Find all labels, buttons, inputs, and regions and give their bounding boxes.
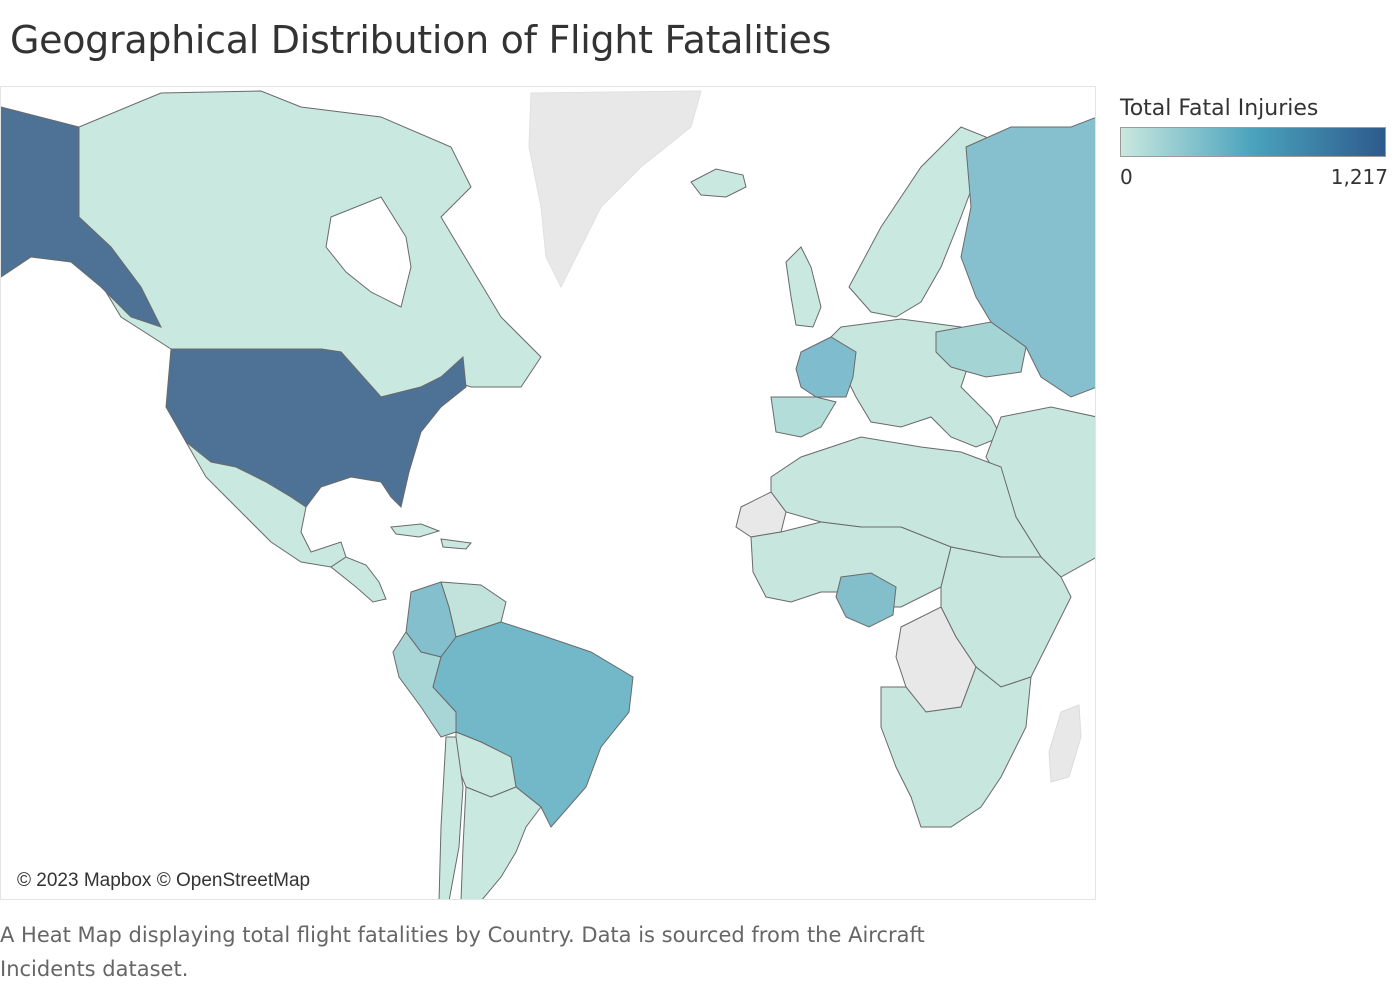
- region-argentina[interactable]: [460, 786, 542, 900]
- heat-map[interactable]: © 2023 Mapbox © OpenStreetMap: [0, 86, 1096, 900]
- region-caribbean[interactable]: [390, 523, 472, 550]
- map-canvas[interactable]: [1, 87, 1096, 900]
- legend-max-label: 1,217: [1330, 165, 1388, 189]
- legend-min-label: 0: [1120, 165, 1133, 189]
- region-chile[interactable]: [438, 736, 464, 900]
- region-iceland[interactable]: [690, 168, 747, 198]
- region-canada[interactable]: [78, 90, 542, 398]
- map-attribution[interactable]: © 2023 Mapbox © OpenStreetMap: [9, 868, 319, 894]
- region-mexico[interactable]: [185, 441, 347, 568]
- region-uk[interactable]: [785, 246, 822, 328]
- region-nigeria[interactable]: [835, 572, 897, 628]
- map-caption: A Heat Map displaying total flight fatal…: [0, 923, 925, 981]
- region-greenland[interactable]: [528, 90, 702, 289]
- region-central-america[interactable]: [330, 556, 387, 603]
- region-russia[interactable]: [960, 117, 1096, 398]
- region-spain[interactable]: [770, 396, 837, 438]
- page-title: Geographical Distribution of Flight Fata…: [10, 18, 832, 62]
- color-legend: Total Fatal Injuries 0 1,217: [1120, 96, 1392, 189]
- region-france[interactable]: [795, 336, 857, 398]
- region-west-africa[interactable]: [750, 521, 952, 608]
- legend-title: Total Fatal Injuries: [1120, 96, 1319, 121]
- region-brazil[interactable]: [432, 621, 634, 828]
- legend-labels: 0 1,217: [1120, 165, 1388, 189]
- region-alaska[interactable]: [1, 106, 162, 328]
- region-southern-africa[interactable]: [880, 666, 1032, 828]
- region-scandinavia[interactable]: [848, 126, 987, 318]
- hudson-bay: [325, 196, 412, 308]
- region-madagascar[interactable]: [1048, 704, 1082, 783]
- legend-gradient-bar: [1120, 127, 1386, 157]
